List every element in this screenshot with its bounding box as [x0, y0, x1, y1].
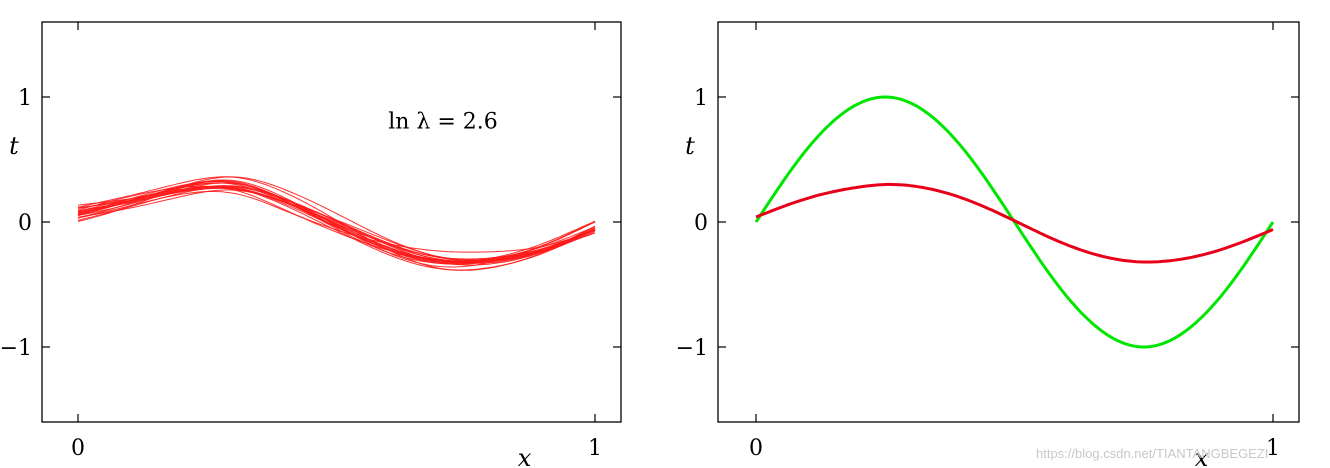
- x-axis-label: x: [518, 444, 532, 468]
- left-panel: −1 0 1 0 1 x t ln λ = 2.6: [0, 21, 622, 468]
- y-tick-label: 1: [694, 86, 708, 111]
- series-line: [77, 186, 596, 260]
- series-line: [77, 186, 596, 271]
- series-line: [77, 189, 596, 263]
- x-axis-label: x: [1195, 444, 1209, 468]
- y-tick-label: 1: [18, 86, 32, 111]
- watermark: https://blog.csdn.net/TIANTANGBEGEZI: [1036, 446, 1268, 461]
- annotation-text: ln λ = 2.6: [388, 109, 498, 134]
- y-tick-label: −1: [676, 336, 708, 361]
- plot-frame: [717, 21, 1300, 423]
- y-axis-label: t: [685, 132, 695, 160]
- y-tick-label: −1: [0, 336, 32, 361]
- x-tick-label: 0: [749, 436, 763, 461]
- x-tick-label: 0: [71, 436, 85, 461]
- right-panel: −1 0 1 0 1 x t: [676, 21, 1300, 468]
- x-tick-label: 1: [1266, 436, 1280, 461]
- y-tick-label: 0: [18, 211, 32, 236]
- y-tick-label: 0: [694, 211, 708, 236]
- x-tick-label: 1: [588, 436, 602, 461]
- series-line: [77, 185, 596, 263]
- y-axis-label: t: [9, 132, 19, 160]
- series-line: [77, 176, 596, 261]
- series-line-red: [755, 182, 1274, 264]
